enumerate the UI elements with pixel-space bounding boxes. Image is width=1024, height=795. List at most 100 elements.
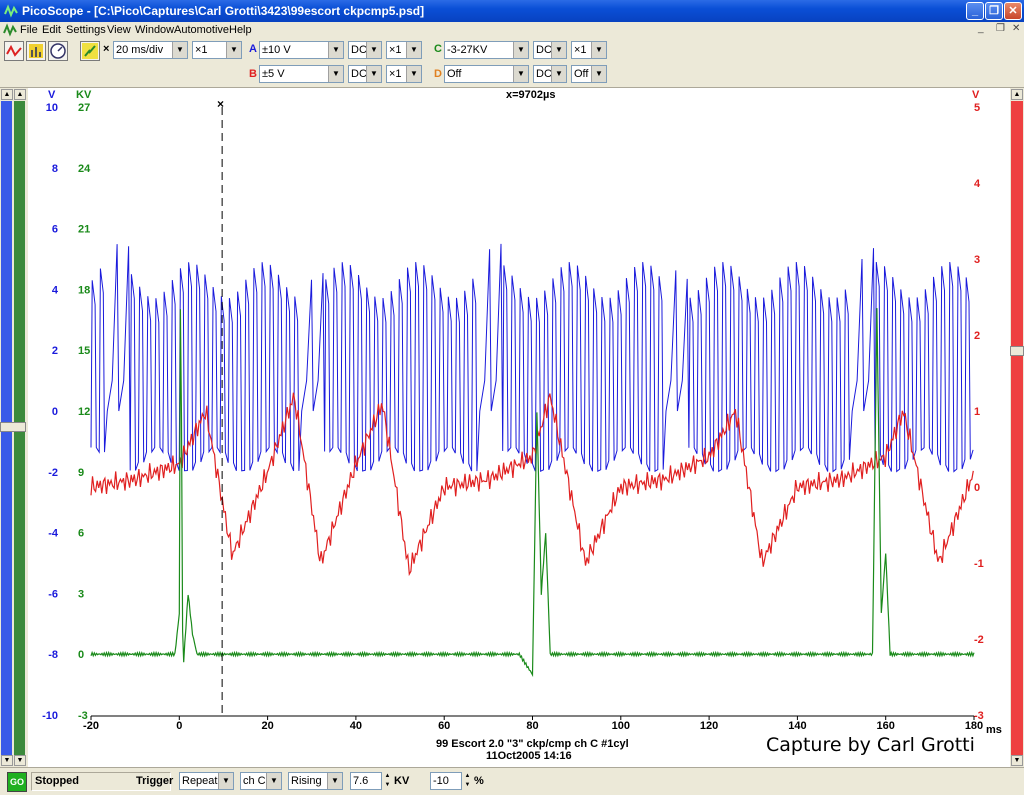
channel-a-tick-label: 8 — [52, 163, 58, 175]
pretrigger-unit: % — [474, 775, 484, 787]
channel-b-offset-up-button[interactable]: ▲ — [1011, 89, 1023, 100]
channel-b-scroll-thumb[interactable] — [1010, 346, 1024, 356]
pretrigger-input[interactable]: -10 — [430, 772, 462, 790]
channel-a-tick-label: 10 — [46, 102, 58, 114]
channel-c-range-select[interactable]: -3-27KV ▼ — [444, 41, 529, 59]
channel-d-coupling-select[interactable]: DC ▼ — [533, 65, 567, 83]
title-bar: PicoScope - [C:\Pico\Captures\Carl Grott… — [0, 0, 1024, 22]
chevron-down-icon: ▼ — [406, 66, 421, 82]
channel-a-tick-label: -2 — [48, 467, 58, 479]
channel-b-tick-label: 4 — [974, 178, 981, 190]
channel-c-tick-label: 3 — [78, 588, 84, 600]
channel-a-range-select[interactable]: ±10 V ▼ — [259, 41, 344, 59]
menu-settings[interactable]: Settings — [66, 24, 106, 36]
channel-a-label: A — [249, 43, 257, 55]
channel-b-coupling-value: DC — [351, 68, 367, 80]
trigger-channel-select[interactable]: ch C ▼ — [240, 772, 282, 790]
left-offset-panel: ▲ ▲ ▼ ▼ — [0, 88, 28, 767]
menu-automotive[interactable]: Automotive — [174, 24, 230, 36]
channel-a-offset-up-button[interactable]: ▲ — [1, 89, 13, 100]
channel-a-tick-label: -4 — [48, 528, 59, 540]
scope-icon — [6, 44, 22, 57]
oscilloscope-plot[interactable]: -20 0 20 40 60 80 100 120 140 160 180 10 8 6 4 2 0 -2 -4 -6… — [28, 88, 1010, 767]
channel-a-offset-down-button[interactable]: ▼ — [1, 755, 13, 766]
channel-b-coupling-select[interactable]: DC ▼ — [348, 65, 382, 83]
spectrum-mode-button[interactable] — [26, 41, 46, 61]
times-symbol: × — [103, 43, 110, 55]
menu-window[interactable]: Window — [135, 24, 175, 36]
channel-b-tick-label: 5 — [974, 102, 980, 114]
channel-d-range-select[interactable]: Off ▼ — [444, 65, 529, 83]
x-tick-label: 0 — [176, 720, 182, 732]
scope-mode-button[interactable] — [4, 41, 24, 61]
close-button[interactable]: ✕ — [1004, 2, 1022, 20]
mdi-minimize-button[interactable]: _ — [978, 23, 984, 34]
channel-a-multiplier-select[interactable]: ×1 ▼ — [386, 41, 422, 59]
channel-a-tick-label: -8 — [48, 649, 58, 661]
channel-c-offset-up-button[interactable]: ▲ — [14, 89, 26, 100]
channel-b-tick-label: -1 — [974, 558, 984, 570]
channel-a-trace — [90, 243, 974, 473]
channel-a-coupling-select[interactable]: DC ▼ — [348, 41, 382, 59]
timebase-multiplier-select[interactable]: ×1 ▼ — [192, 41, 242, 59]
status-bar: GO Stopped Trigger Repeat ▼ ch C ▼ Rising ▼… — [0, 767, 1024, 795]
capture-caption: 99 Escort 2.0 "3" ckp/cmp ch C #1cyl — [436, 738, 629, 750]
channel-b-tick-label: 1 — [974, 406, 980, 418]
pretrigger-stepper[interactable]: ▲ ▼ — [464, 773, 471, 788]
menu-help[interactable]: Help — [229, 24, 252, 36]
channel-d-multiplier-select[interactable]: Off ▼ — [571, 65, 607, 83]
channel-c-tick-label: 6 — [78, 528, 84, 540]
trigger-level-input[interactable]: 7.6 — [350, 772, 382, 790]
cursor-handle[interactable]: × — [217, 97, 225, 111]
trigger-level-stepper[interactable]: ▲ ▼ — [384, 773, 391, 788]
channel-c-tick-label: 27 — [78, 102, 90, 114]
x-axis-unit: ms — [986, 724, 1002, 736]
channel-c-tick-label: 0 — [78, 649, 84, 661]
trigger-level-unit: KV — [394, 775, 410, 787]
timebase-select[interactable]: 20 ms/div ▼ — [113, 41, 188, 59]
menu-view[interactable]: View — [107, 24, 131, 36]
channel-c-multiplier-select[interactable]: ×1 ▼ — [571, 41, 607, 59]
channel-a-range-value: ±10 V — [262, 44, 291, 56]
channel-b-offset-down-button[interactable]: ▼ — [1011, 755, 1023, 766]
channel-c-coupling-value: DC — [536, 44, 552, 56]
go-button[interactable]: GO — [7, 772, 27, 792]
channel-b-multiplier-select[interactable]: ×1 ▼ — [386, 65, 422, 83]
channel-c-coupling-select[interactable]: DC ▼ — [533, 41, 567, 59]
channel-b-tick-label: -2 — [974, 634, 984, 646]
trigger-edge-select[interactable]: Rising ▼ — [288, 772, 343, 790]
trigger-mode-select[interactable]: Repeat ▼ — [179, 772, 234, 790]
restore-button[interactable]: ❐ — [985, 2, 1003, 20]
channel-b-tick-label: 0 — [974, 482, 980, 494]
x-tick-label: 80 — [526, 720, 538, 732]
channel-a-tick-label: 6 — [52, 224, 58, 236]
document-icon — [3, 23, 17, 37]
chevron-down-icon: ▼ — [266, 773, 281, 789]
chevron-down-icon: ▼ — [218, 773, 233, 789]
minimize-button[interactable]: _ — [966, 2, 984, 20]
meter-mode-button[interactable] — [48, 41, 68, 61]
timebase-value: 20 ms/div — [116, 44, 164, 56]
channel-b-offset-track[interactable] — [1011, 101, 1023, 755]
channel-b-range-select[interactable]: ±5 V ▼ — [259, 65, 344, 83]
trigger-level-value: 7.6 — [353, 775, 369, 787]
menu-edit[interactable]: Edit — [42, 24, 61, 36]
channel-b-tick-label: 2 — [974, 330, 980, 342]
channel-c-tick-label: 24 — [78, 163, 91, 175]
offset-scroll-thumb[interactable] — [0, 422, 26, 432]
chevron-down-icon: ▼ — [328, 66, 343, 82]
channel-c-tick-label: -3 — [78, 710, 88, 722]
channel-d-label: D — [434, 68, 442, 80]
channel-a-unit-label: V — [48, 89, 56, 101]
mdi-close-button[interactable]: ✕ — [1012, 23, 1021, 34]
chevron-down-icon: ▼ — [406, 42, 421, 58]
auto-setup-button[interactable] — [80, 41, 100, 61]
channel-c-multiplier-value: ×1 — [574, 44, 587, 56]
menu-file[interactable]: File — [20, 24, 38, 36]
acquisition-status: Stopped — [31, 772, 171, 791]
channel-b-tick-label: 3 — [974, 254, 980, 266]
channel-c-offset-down-button[interactable]: ▼ — [14, 755, 26, 766]
channel-a-tick-label: -10 — [42, 710, 58, 722]
mdi-restore-button[interactable]: ❐ — [996, 23, 1005, 34]
capture-timestamp: 11Oct2005 14:16 — [486, 750, 572, 762]
